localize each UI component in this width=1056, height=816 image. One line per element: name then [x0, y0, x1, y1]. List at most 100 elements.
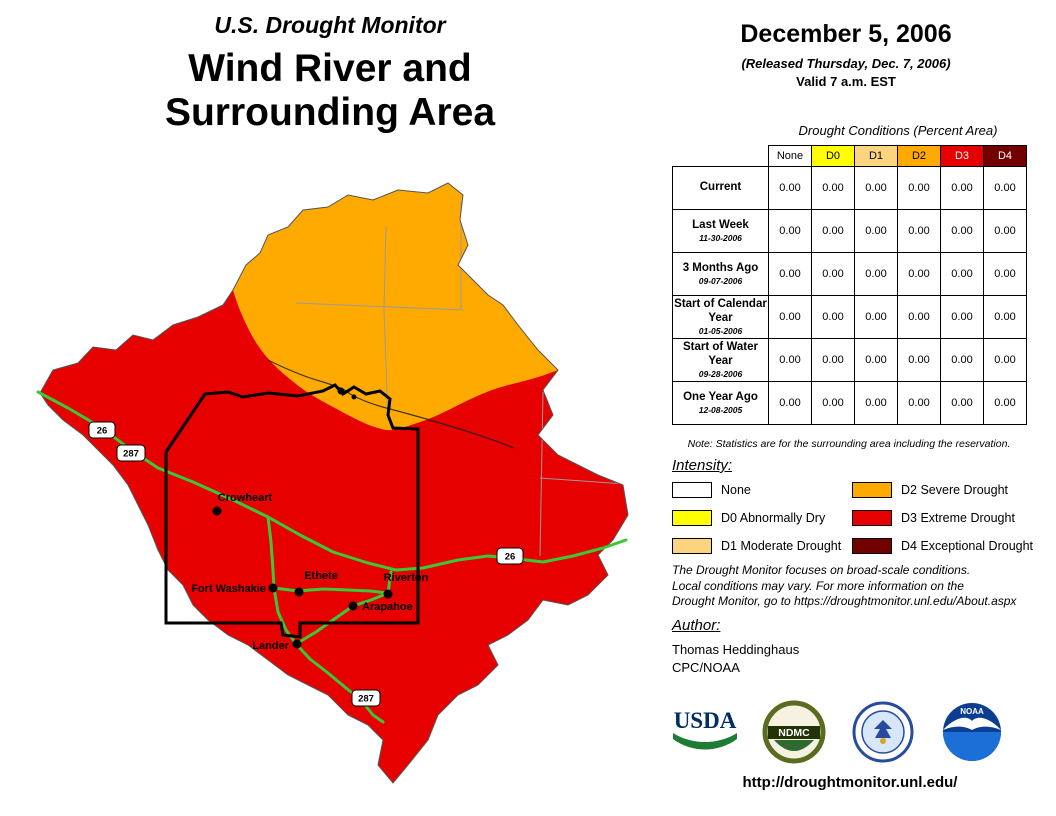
highway-shield-26-west: 26 [88, 421, 116, 439]
cell: 0.00 [983, 338, 1027, 382]
col-header-d2: D2 [897, 145, 941, 167]
cell: 0.00 [811, 381, 855, 425]
valid-time: Valid 7 a.m. EST [796, 74, 896, 89]
legend-swatch-d1 [672, 537, 712, 554]
town-dot-lander [292, 639, 302, 649]
row-label: Start of Water Year 09-28-2006 [672, 338, 769, 382]
commerce-seal-logo [852, 701, 914, 763]
legend-column-right: D2 Severe Drought D3 Extreme Drought D4 … [852, 481, 1033, 554]
cell: 0.00 [940, 252, 984, 296]
road-ethete-riverton [272, 586, 390, 595]
col-header-none: None [768, 145, 812, 167]
noaa-logo: NOAA [943, 703, 1001, 761]
row-label: Last Week 11-30-2006 [672, 209, 769, 253]
lake [351, 394, 357, 400]
title-block: U.S. Drought Monitor Wind River and Surr… [60, 12, 600, 134]
author-heading: Author: [672, 617, 721, 634]
noaa-ocean [943, 732, 1001, 761]
cell: 0.00 [983, 166, 1027, 210]
ndmc-logo: NDMC [762, 700, 826, 764]
table-row-current: Current 0.00 0.00 0.00 0.00 0.00 0.00 [672, 166, 1027, 210]
table-corner-cell [672, 145, 769, 167]
legend-item-d4: D4 Exceptional Drought [852, 537, 1033, 554]
author-name: Thomas Heddinghaus [672, 642, 800, 657]
highway-shield-label: 287 [358, 694, 374, 705]
legend-swatch-none [672, 481, 712, 498]
cell: 0.00 [768, 209, 812, 253]
towns: Crowheart Fort Washakie Ethete Riverton … [191, 492, 428, 652]
ndmc-logo-text: NDMC [778, 727, 810, 739]
cell: 0.00 [811, 252, 855, 296]
area-title-line1: Wind River and [188, 47, 472, 90]
drought-map: Crowheart Fort Washakie Ethete Riverton … [36, 182, 629, 784]
usda-logo: USDA [673, 708, 737, 750]
area-title: Wind River and Surrounding Area [60, 47, 600, 134]
road-riverton-spur [386, 570, 393, 595]
cell: 0.00 [897, 252, 941, 296]
legend-label: D2 Severe Drought [901, 482, 1009, 497]
legend-swatch-d0 [672, 509, 712, 526]
table-row-one-year-ago: One Year Ago 12-08-2005 0.00 0.00 0.00 0… [672, 381, 1027, 425]
cell: 0.00 [940, 166, 984, 210]
legend-label: D4 Exceptional Drought [901, 538, 1034, 553]
table-note: Note: Statistics are for the surrounding… [687, 438, 1011, 450]
cell: 0.00 [983, 295, 1027, 339]
legend-swatch-d3 [852, 509, 892, 526]
row-label: One Year Ago 12-08-2005 [672, 381, 769, 425]
map-region-d2-severe-drought [233, 183, 558, 431]
monitor-title: U.S. Drought Monitor [214, 12, 446, 38]
footer-url: http://droughtmonitor.unl.edu/ [742, 774, 958, 791]
cell: 0.00 [854, 381, 898, 425]
reservation-boundary [164, 383, 420, 639]
road-riverton-arapahoe-lander [294, 591, 390, 646]
intensity-heading: Intensity: [672, 457, 733, 474]
drought-conditions-table: None D0 D1 D2 D3 D4 Current 0.00 0.00 0.… [672, 145, 1027, 425]
cell: 0.00 [811, 295, 855, 339]
legend-column-left: None D0 Abnormally Dry D1 Moderate Droug… [672, 481, 841, 554]
cell: 0.00 [811, 338, 855, 382]
cell: 0.00 [854, 166, 898, 210]
cell: 0.00 [768, 166, 812, 210]
cell: 0.00 [854, 295, 898, 339]
town-label-arapahoe: Arapahoe [362, 601, 413, 613]
col-header-d4: D4 [983, 145, 1027, 167]
table-title: Drought Conditions (Percent Area) [798, 123, 998, 138]
noaa-logo-text: NOAA [960, 707, 984, 716]
table-row-3-months-ago: 3 Months Ago 09-07-2006 0.00 0.00 0.00 0… [672, 252, 1027, 296]
cell: 0.00 [768, 338, 812, 382]
date-block: December 5, 2006 (Released Thursday, Dec… [656, 20, 1036, 89]
county-lines [295, 202, 626, 557]
town-dot-arapahoe [348, 601, 358, 611]
town-label-fort-washakie: Fort Washakie [191, 583, 266, 595]
col-header-d3: D3 [940, 145, 984, 167]
noaa-gull-icon [943, 717, 1001, 730]
town-dot-riverton [383, 589, 393, 599]
town-label-ethete: Ethete [304, 570, 338, 582]
cell: 0.00 [940, 209, 984, 253]
row-label: Start of Calendar Year 01-05-2006 [672, 295, 769, 339]
disclaimer-line2: Local conditions may vary. For more info… [672, 578, 964, 593]
ndmc-globe [774, 740, 814, 751]
cell: 0.00 [897, 338, 941, 382]
legend-label: D3 Extreme Drought [901, 510, 1015, 525]
release-date: (Released Thursday, Dec. 7, 2006) [741, 56, 951, 71]
cell: 0.00 [983, 209, 1027, 253]
table-row-start-calendar-year: Start of Calendar Year 01-05-2006 0.00 0… [672, 295, 1027, 339]
cell: 0.00 [897, 295, 941, 339]
legend-label: None [721, 482, 751, 497]
highway-shield-label: 26 [505, 552, 516, 563]
usda-logo-text: USDA [674, 708, 737, 733]
legend-item-d3: D3 Extreme Drought [852, 509, 1033, 526]
legend-item-d0: D0 Abnormally Dry [672, 509, 841, 526]
disclaimer-line3: Drought Monitor, go to https://droughtmo… [672, 594, 1017, 609]
legend-swatch-d4 [852, 537, 892, 554]
legend-item-d2: D2 Severe Drought [852, 481, 1033, 498]
legend-label: D1 Moderate Drought [721, 538, 842, 553]
table-row-last-week: Last Week 11-30-2006 0.00 0.00 0.00 0.00… [672, 209, 1027, 253]
disclaimer-line1: The Drought Monitor focuses on broad-sca… [672, 563, 971, 577]
legend-item-d1: D1 Moderate Drought [672, 537, 841, 554]
cell: 0.00 [983, 381, 1027, 425]
cell: 0.00 [983, 252, 1027, 296]
highway-shield-287-west: 287 [116, 444, 146, 462]
